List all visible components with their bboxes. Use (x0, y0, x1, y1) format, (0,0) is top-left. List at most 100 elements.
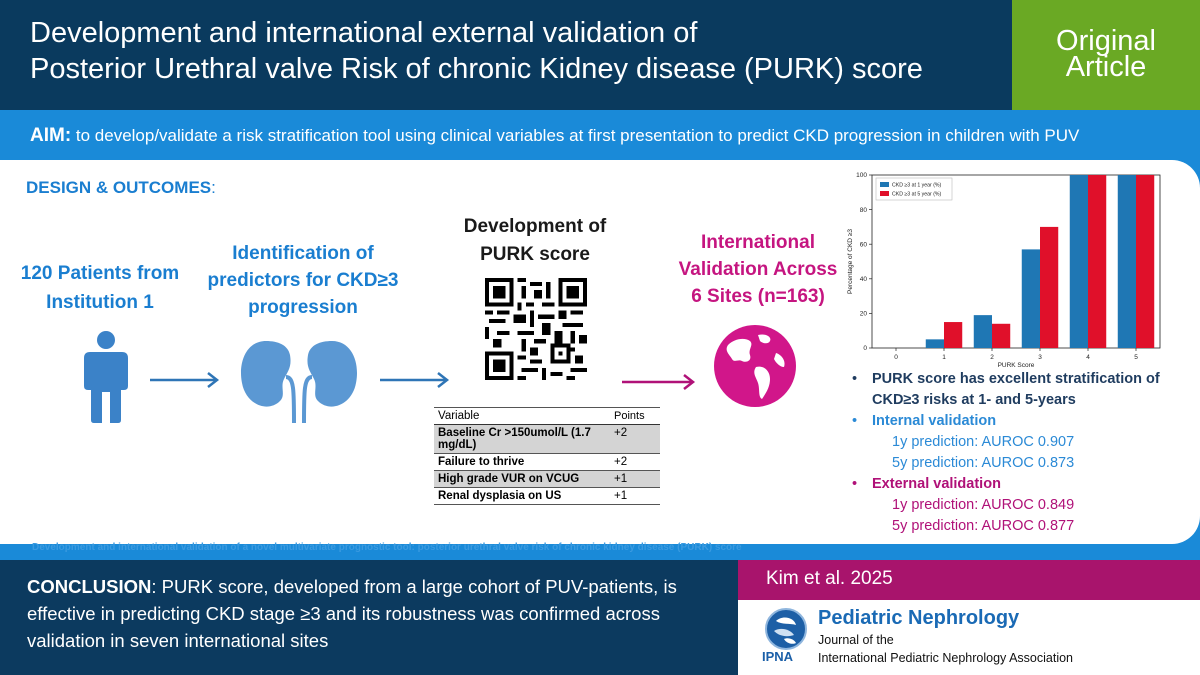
y-tick-label: 80 (860, 207, 868, 214)
ipna-logo-label: IPNA (762, 649, 794, 664)
international-validation-label: International Validation Across 6 Sites … (658, 229, 858, 310)
design-heading-text: DESIGN & OUTCOMES (26, 178, 212, 197)
journal-name: Pediatric Nephrology (818, 607, 1020, 629)
arrow-right-icon (150, 372, 220, 388)
results-bullets: • PURK score has excellent stratificatio… (846, 369, 1196, 537)
y-tick-label: 40 (860, 276, 868, 283)
x-tick-label: 1 (942, 354, 946, 361)
arrow-right-icon (622, 374, 696, 390)
bar-series-1 (1069, 175, 1088, 348)
table-cell-variable: Renal dysplasia on US (434, 487, 606, 505)
y-tick-label: 0 (863, 345, 867, 352)
table-cell-variable: Failure to thrive (434, 453, 606, 471)
bar-series-1 (973, 315, 992, 348)
legend-entry: CKD ≥3 at 1 year (%) (892, 183, 942, 189)
bullet-main-line-1: PURK score has excellent stratification … (872, 371, 1160, 387)
table-header-points: Points (606, 407, 660, 425)
page-title-line-2: Posterior Urethral valve Risk of chronic… (30, 53, 923, 85)
predictors-line-2: predictors for CKD≥3 (207, 270, 399, 291)
bullet-internal: • Internal validation 1y prediction: AUR… (846, 411, 1196, 474)
conclusion-text: : PURK score, developed from a large coh… (27, 576, 677, 651)
x-tick-label: 2 (990, 354, 994, 361)
bullet-main-line-2: CKD≥3 risks at 1- and 5-years (872, 392, 1076, 408)
ckd-bar-chart: 0 1 2 3 4 5 0 20 40 60 80 100 PURK Score Percentage o… (838, 165, 1170, 370)
person-icon (84, 331, 128, 423)
bar-series-2 (1136, 175, 1155, 348)
bar-series-2 (992, 323, 1011, 348)
ipna-logo-icon (765, 608, 807, 650)
globe-icon (714, 325, 796, 407)
table-cell-points: +2 (606, 424, 660, 454)
internal-1y-auroc: 1y prediction: AUROC 0.907 (892, 434, 1075, 450)
qr-code-icon (485, 278, 587, 380)
predictors-line-3: progression (248, 297, 358, 318)
table-cell-points: +1 (606, 470, 660, 488)
development-line-1: Development of (463, 216, 607, 237)
bar-series-1 (1021, 249, 1040, 348)
conclusion-panel: CONCLUSION: PURK score, developed from a… (0, 560, 738, 675)
table-cell-variable: Baseline Cr >150umol/L (1.7 mg/dL) (434, 424, 606, 454)
table-row: High grade VUR on VCUG +1 (434, 470, 660, 488)
table-cell-points: +1 (606, 487, 660, 505)
design-heading-colon: : (211, 178, 216, 197)
patients-line-2: Institution 1 (46, 292, 154, 313)
bar-series-2 (1040, 226, 1059, 348)
external-validation-heading: External validation (872, 476, 1001, 492)
table-header-variable: Variable (434, 407, 606, 425)
table-cell-points: +2 (606, 453, 660, 471)
legend-entry: CKD ≥3 at 5 year (%) (892, 192, 942, 198)
intl-line-1: International (700, 232, 815, 253)
x-axis-label: PURK Score (998, 362, 1035, 369)
chart-svg: 0 1 2 3 4 5 0 20 40 60 80 100 PURK Score Percentage o… (847, 172, 1161, 369)
aim-label: AIM: (30, 125, 72, 146)
legend-box (875, 177, 953, 201)
predictors-label: Identification of predictors for CKD≥3 p… (203, 240, 403, 321)
bullet-external: • External validation 1y prediction: AUR… (846, 474, 1196, 537)
development-label: Development of PURK score (448, 213, 622, 269)
citation-text: Kim et al. 2025 (766, 568, 893, 589)
bar-series-2 (944, 322, 963, 348)
header-banner: Development and international external v… (0, 0, 1012, 110)
bullet-dot: • (852, 413, 858, 429)
journal-box: IPNA Pediatric Nephrology Journal of the… (738, 600, 1200, 675)
x-tick-label: 4 (1086, 354, 1090, 361)
kidneys-icon (241, 341, 357, 424)
journal-subtitle-1: Journal of the (818, 633, 894, 647)
table-row: Baseline Cr >150umol/L (1.7 mg/dL) +2 (434, 424, 660, 454)
y-tick-label: 60 (860, 241, 868, 248)
internal-validation-heading: Internal validation (872, 413, 997, 429)
badge-line-2: Article (1065, 51, 1147, 83)
badge-line-1: Original (1056, 25, 1156, 57)
citation-bar: Kim et al. 2025 (738, 560, 1200, 600)
bar-series-1 (925, 339, 944, 348)
internal-5y-auroc: 5y prediction: AUROC 0.873 (892, 455, 1075, 471)
bar-series-1 (1117, 175, 1136, 348)
conclusion-text-block: CONCLUSION: PURK score, developed from a… (27, 573, 727, 654)
table-row: Renal dysplasia on US +1 (434, 487, 660, 505)
legend-swatch (880, 182, 889, 187)
predictors-line-1: Identification of (232, 243, 374, 264)
bullet-dot: • (852, 371, 858, 387)
legend-swatch (880, 191, 889, 196)
bullet-main: • PURK score has excellent stratificatio… (846, 369, 1196, 411)
purk-score-table: Variable Points Baseline Cr >150umol/L (… (434, 407, 660, 505)
y-axis-label: Percentage of CKD ≥3 (847, 229, 854, 294)
article-caption: Development and international validation… (32, 542, 742, 553)
journal-subtitle-2: International Pediatric Nephrology Assoc… (818, 651, 1074, 665)
table-row: Failure to thrive +2 (434, 453, 660, 471)
patients-line-1: 120 Patients from (20, 263, 180, 284)
bullet-dot: • (852, 476, 858, 492)
patients-label: 120 Patients from Institution 1 (4, 259, 196, 317)
design-outcomes-heading: DESIGN & OUTCOMES: (26, 178, 216, 198)
table-header-row: Variable Points (434, 407, 660, 425)
y-tick-label: 100 (856, 172, 867, 179)
aim-bar: AIM: to develop/validate a risk stratifi… (0, 110, 1200, 160)
plot-frame (871, 174, 1161, 349)
conclusion-label: CONCLUSION (27, 576, 152, 597)
intl-line-3: 6 Sites (n=163) (691, 286, 825, 307)
table-cell-variable: High grade VUR on VCUG (434, 470, 606, 488)
y-tick-label: 20 (860, 311, 868, 318)
external-1y-auroc: 1y prediction: AUROC 0.849 (892, 497, 1075, 513)
x-tick-label: 3 (1038, 354, 1042, 361)
aim-text: to develop/validate a risk stratificatio… (71, 126, 1080, 145)
